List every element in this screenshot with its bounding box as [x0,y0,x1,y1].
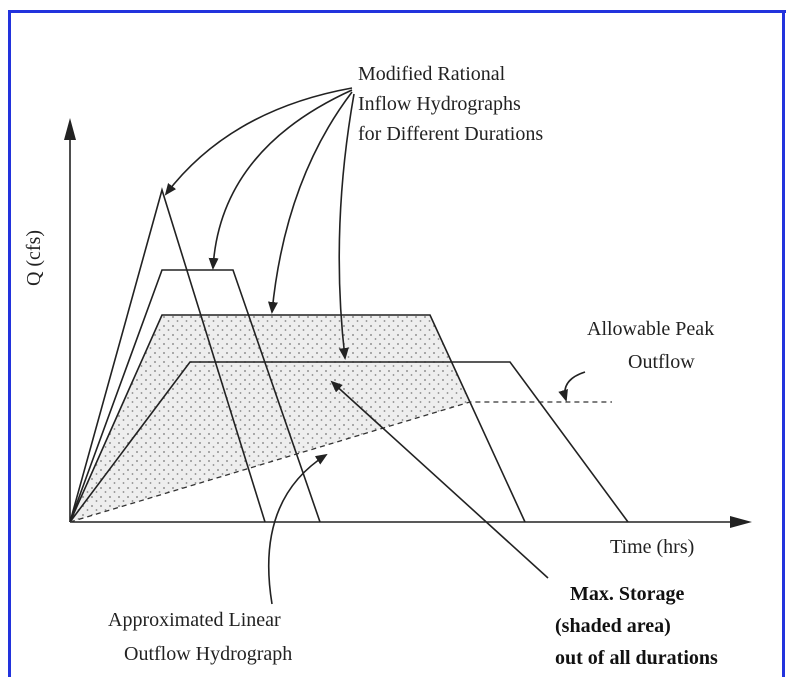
hydrograph [69,269,321,523]
frame-right [782,10,785,677]
annotation: Modified Rational [358,63,506,85]
hydrograph [69,314,526,523]
annotation: Outflow [628,351,695,373]
annotation: for Different Durations [358,123,543,145]
storage-area [70,315,470,522]
y-arrow [64,118,76,140]
annotation: Allowable Peak [587,318,714,340]
arrow [208,89,353,270]
annotation: Approximated Linear [108,609,281,631]
x-label: Time (hrs) [610,536,694,558]
annotation: Outflow Hydrograph [124,643,292,665]
annotation: (shaded area) [555,615,671,637]
arrow [330,380,549,579]
outflow-line [69,401,612,523]
x-arrow [730,516,752,528]
hydrograph [69,361,629,523]
hydrograph [69,187,266,523]
arrow [267,453,328,605]
arrow [268,91,353,314]
arrow [558,371,586,402]
annotation: out of all durations [555,647,718,669]
arrow [164,87,353,196]
annotation: Inflow Hydrographs [358,93,521,115]
frame-top [8,10,786,13]
frame-left [8,10,11,677]
arrow [338,93,355,360]
y-label: Q (cfs) [23,230,45,286]
annotation: Max. Storage [570,583,685,605]
